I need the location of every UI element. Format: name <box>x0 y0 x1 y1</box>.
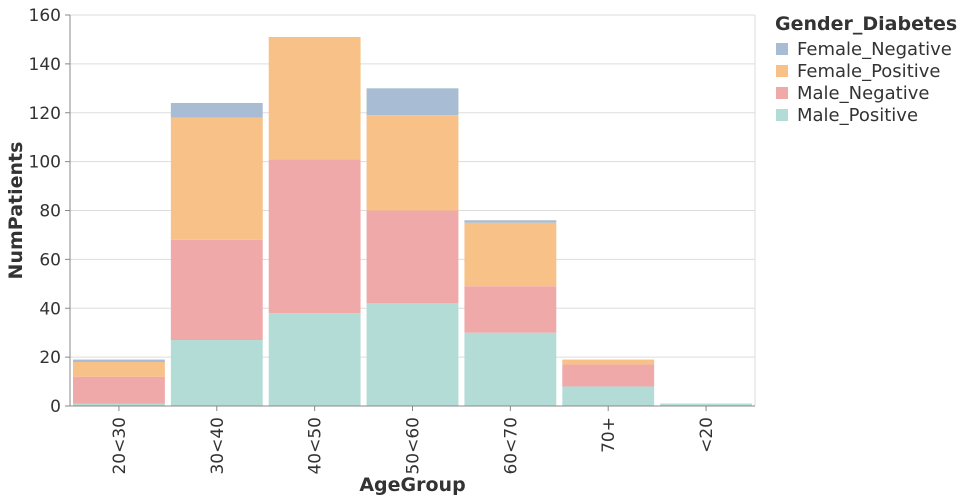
legend-swatch <box>776 65 788 77</box>
x-tick-label: <20 <box>697 417 717 453</box>
y-tick-label: 40 <box>39 299 61 319</box>
bar-female-positive[interactable] <box>464 222 557 287</box>
x-tick-label: 30<40 <box>208 417 228 475</box>
bar-male-negative[interactable] <box>268 159 361 314</box>
y-tick-label: 60 <box>39 250 61 270</box>
x-axis-title: AgeGroup <box>359 474 465 496</box>
bar-male-positive[interactable] <box>562 386 655 406</box>
bar-male-positive[interactable] <box>73 403 165 406</box>
bar-female-negative[interactable] <box>464 220 557 223</box>
y-tick-label: 0 <box>50 397 61 417</box>
legend-swatch <box>776 109 788 121</box>
legend: Gender_Diabetes Female_NegativeFemale_Po… <box>775 13 957 126</box>
x-tick-label: 50<60 <box>404 417 424 475</box>
bar-male-positive[interactable] <box>268 313 361 406</box>
bar-female-negative[interactable] <box>366 88 459 116</box>
bar-female-positive[interactable] <box>170 117 263 240</box>
bar-male-positive[interactable] <box>366 303 459 406</box>
x-axis-ticks: 20<30 30<40 40<50 50<60 60<70 70+ <20 <box>110 406 717 475</box>
legend-label: Male_Negative <box>797 83 929 104</box>
y-tick-label: 80 <box>39 202 61 222</box>
legend-title: Gender_Diabetes <box>775 13 957 35</box>
bar-female-positive[interactable] <box>73 362 165 377</box>
x-tick-label: 70+ <box>599 417 619 453</box>
legend-swatch <box>776 43 788 55</box>
y-tick-label: 160 <box>29 6 61 26</box>
bar-male-negative[interactable] <box>170 239 263 341</box>
bar-male-positive[interactable] <box>464 332 557 406</box>
y-tick-label: 120 <box>29 104 61 124</box>
y-axis-ticks: 0 20 40 60 80 100 120 140 160 <box>29 6 70 417</box>
x-tick-label: 40<50 <box>306 417 326 475</box>
legend-label: Male_Positive <box>797 105 918 126</box>
y-axis-title: NumPatients <box>5 142 27 280</box>
bar-male-negative[interactable] <box>464 286 557 333</box>
bar-female-positive[interactable] <box>366 115 459 211</box>
legend-label: Female_Positive <box>797 61 940 82</box>
legend-label: Female_Negative <box>797 39 952 60</box>
bar-female-positive[interactable] <box>562 359 655 365</box>
bar-male-negative[interactable] <box>562 364 655 387</box>
x-tick-label: 20<30 <box>110 417 130 475</box>
y-tick-label: 140 <box>29 55 61 75</box>
bar-male-negative[interactable] <box>366 210 459 304</box>
y-tick-label: 100 <box>29 153 61 173</box>
bar-female-positive[interactable] <box>268 36 361 160</box>
bar-female-negative[interactable] <box>170 102 263 118</box>
bar-female-negative[interactable] <box>73 359 165 363</box>
bar-male-positive[interactable] <box>170 340 263 406</box>
bars <box>73 36 752 406</box>
x-tick-label: 60<70 <box>501 417 521 475</box>
legend-swatch <box>776 87 788 99</box>
y-tick-label: 20 <box>39 348 61 368</box>
bar-male-negative[interactable] <box>73 376 165 404</box>
bar-male-positive[interactable] <box>660 403 752 406</box>
